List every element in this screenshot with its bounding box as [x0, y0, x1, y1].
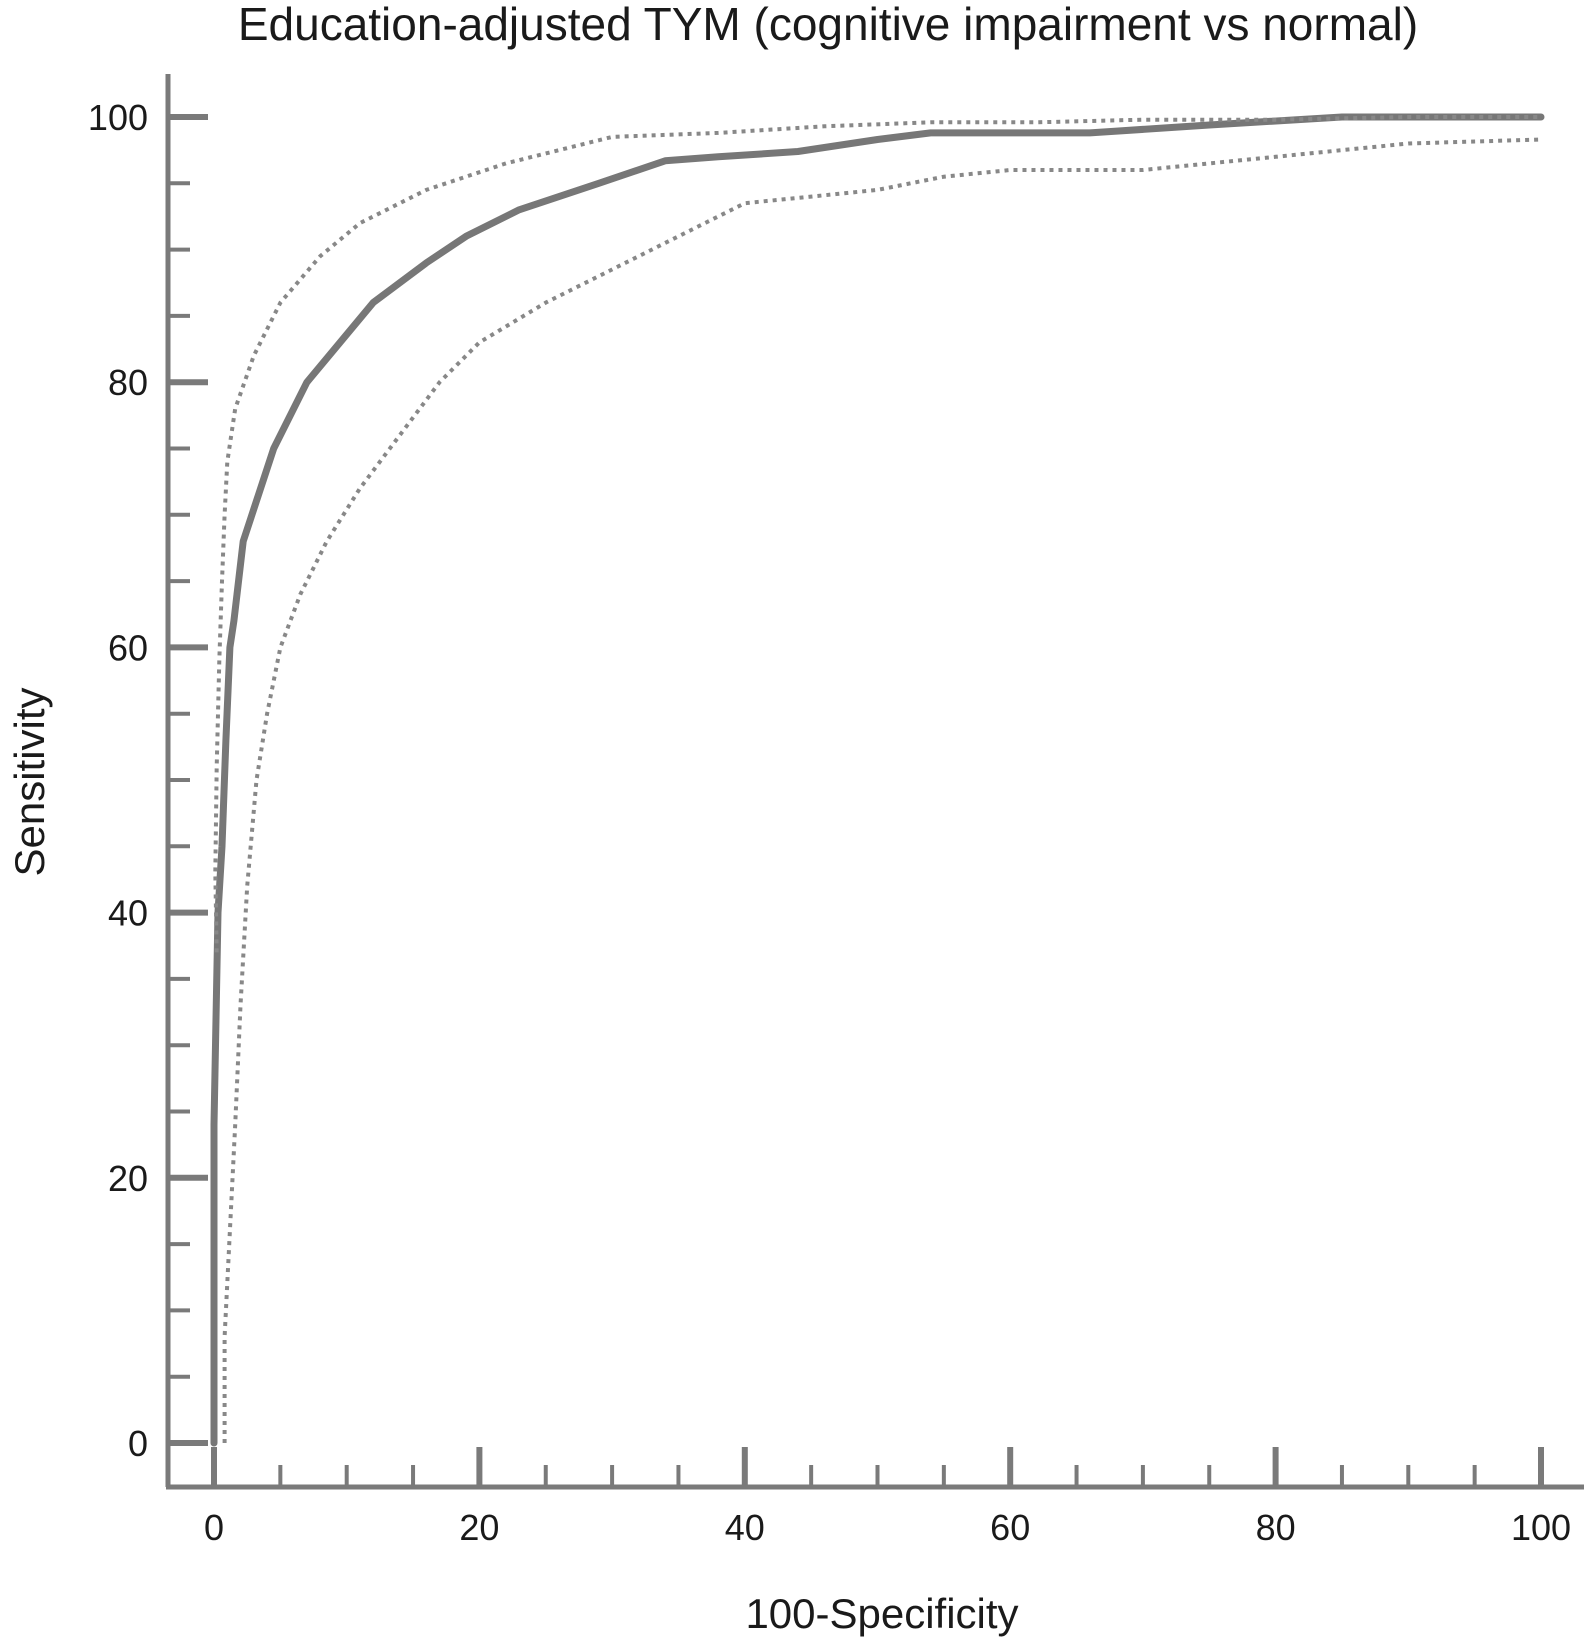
confidence-bound-line-1 — [213, 115, 1541, 953]
x-axis-label: 100-Specificity — [745, 1590, 1018, 1637]
axes — [165, 74, 1584, 1490]
y-tick-label: 20 — [108, 1158, 148, 1199]
x-tick-label: 40 — [725, 1507, 765, 1548]
chart-title: Education-adjusted TYM (cognitive impair… — [238, 0, 1418, 50]
confidence-bound-line-2 — [222, 137, 1542, 1443]
y-tick-label: 40 — [108, 893, 148, 934]
series-layer — [210, 113, 1545, 1447]
x-tick-label: 80 — [1256, 1507, 1296, 1548]
x-tick-label: 100 — [1511, 1507, 1571, 1548]
y-tick-label: 80 — [108, 362, 148, 403]
ticks: 0 20 40 60 80 100 0 20 40 60 80 100 — [88, 97, 1571, 1548]
y-tick-label: 100 — [88, 97, 148, 138]
roc-curve-line — [210, 113, 1545, 1447]
x-tick-label: 0 — [204, 1507, 224, 1548]
y-tick-label: 0 — [128, 1423, 148, 1464]
x-tick-label: 20 — [459, 1507, 499, 1548]
y-axis-label: Sensitivity — [6, 687, 53, 876]
y-tick-label: 60 — [108, 627, 148, 668]
x-tick-label: 60 — [990, 1507, 1030, 1548]
